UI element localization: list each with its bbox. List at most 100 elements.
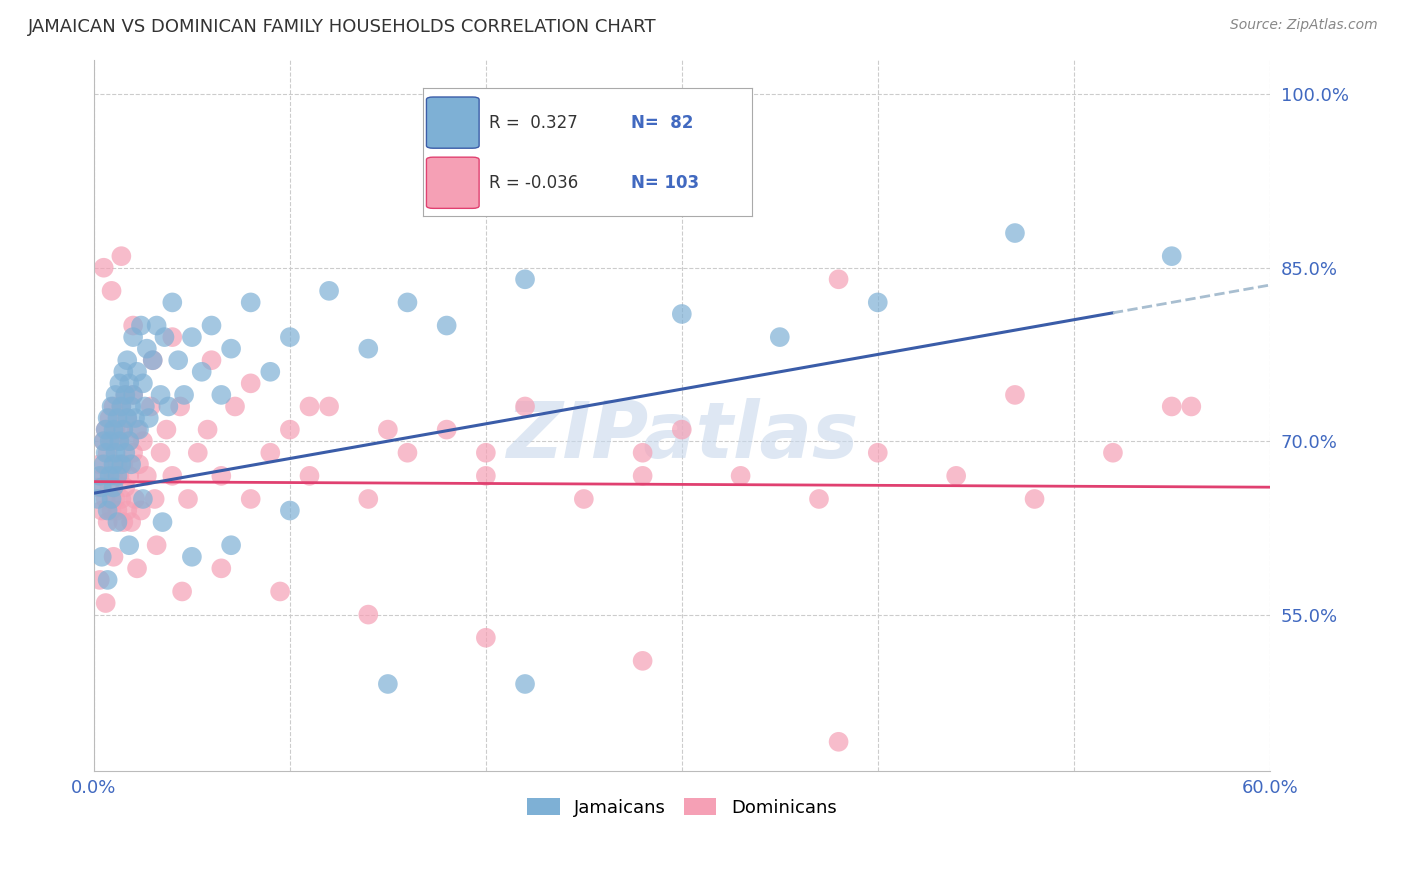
Point — [103, 400, 125, 414]
Text: ZIPatlas: ZIPatlas — [506, 399, 858, 475]
Point — [93, 434, 115, 449]
Point — [1102, 446, 1125, 460]
Point — [357, 342, 380, 356]
Point — [152, 515, 174, 529]
Point — [134, 400, 156, 414]
Point — [1180, 400, 1202, 414]
Point — [769, 330, 792, 344]
Point — [107, 515, 129, 529]
Point — [259, 365, 281, 379]
Point — [103, 468, 125, 483]
Point — [278, 503, 301, 517]
Point — [157, 400, 180, 414]
Point — [167, 353, 190, 368]
Point — [142, 353, 165, 368]
Point — [90, 480, 112, 494]
Point — [318, 284, 340, 298]
Point — [94, 491, 117, 506]
Point — [278, 330, 301, 344]
Point — [132, 434, 155, 449]
Point — [866, 446, 889, 460]
Point — [138, 411, 160, 425]
Point — [180, 549, 202, 564]
Point — [142, 353, 165, 368]
Point — [110, 400, 132, 414]
Point — [631, 468, 654, 483]
Point — [1160, 249, 1182, 263]
Point — [112, 458, 135, 472]
Point — [169, 400, 191, 414]
Point — [110, 491, 132, 506]
Point — [120, 515, 142, 529]
Point — [87, 480, 110, 494]
Point — [209, 388, 232, 402]
Point — [97, 411, 120, 425]
Point — [120, 400, 142, 414]
Point — [100, 400, 122, 414]
Point — [224, 400, 246, 414]
Point — [239, 295, 262, 310]
Point — [100, 503, 122, 517]
Point — [513, 677, 536, 691]
Point — [100, 284, 122, 298]
Point — [149, 388, 172, 402]
Point — [318, 400, 340, 414]
Point — [155, 423, 177, 437]
Point — [124, 491, 146, 506]
Point — [115, 411, 138, 425]
Point — [145, 318, 167, 333]
Point — [103, 549, 125, 564]
Point — [631, 446, 654, 460]
Point — [118, 538, 141, 552]
Point — [475, 631, 498, 645]
Point — [357, 491, 380, 506]
Point — [97, 573, 120, 587]
Point — [209, 468, 232, 483]
Point — [239, 491, 262, 506]
Point — [118, 376, 141, 391]
Point — [128, 458, 150, 472]
Point — [93, 468, 115, 483]
Point — [118, 434, 141, 449]
Point — [259, 446, 281, 460]
Point — [612, 168, 634, 182]
Point — [94, 446, 117, 460]
Point — [190, 365, 212, 379]
Point — [89, 573, 111, 587]
Point — [122, 388, 145, 402]
Point — [269, 584, 291, 599]
Point — [436, 318, 458, 333]
Point — [114, 388, 136, 402]
Point — [945, 468, 967, 483]
Point — [107, 411, 129, 425]
Point — [1024, 491, 1046, 506]
Point — [110, 458, 132, 472]
Point — [90, 549, 112, 564]
Point — [89, 458, 111, 472]
Point — [93, 458, 115, 472]
Point — [827, 735, 849, 749]
Point — [93, 434, 115, 449]
Point — [1004, 388, 1026, 402]
Point — [132, 491, 155, 506]
Point — [112, 365, 135, 379]
Point — [104, 388, 127, 402]
Point — [278, 423, 301, 437]
Point — [129, 318, 152, 333]
Point — [124, 411, 146, 425]
Point — [104, 491, 127, 506]
Point — [108, 434, 131, 449]
Point — [377, 677, 399, 691]
Point — [122, 446, 145, 460]
Point — [98, 480, 121, 494]
Point — [125, 423, 148, 437]
Point — [103, 423, 125, 437]
Point — [122, 388, 145, 402]
Point — [118, 468, 141, 483]
Point — [97, 503, 120, 517]
Point — [162, 295, 184, 310]
Point — [110, 400, 132, 414]
Point — [153, 330, 176, 344]
Point — [132, 376, 155, 391]
Point — [98, 411, 121, 425]
